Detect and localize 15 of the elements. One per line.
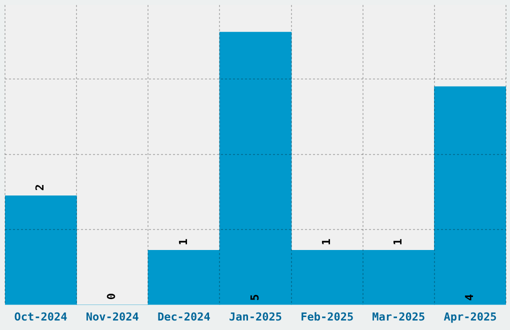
x-tick-label: Nov-2024	[86, 310, 140, 324]
x-tick-label: Feb-2025	[300, 310, 354, 324]
data-label: 1	[176, 238, 190, 246]
x-tick-label: Dec-2024	[157, 310, 211, 324]
data-label: 5	[248, 294, 262, 301]
data-label: 4	[463, 294, 476, 301]
data-label: 2	[34, 184, 47, 191]
data-label: 1	[392, 238, 404, 246]
x-tick-label: Oct-2024	[14, 310, 68, 324]
x-tick-label: Apr-2025	[444, 310, 497, 324]
x-tick-label: Jan-2025	[229, 310, 282, 324]
bar	[5, 195, 77, 305]
data-label: 1	[320, 238, 333, 246]
x-tick-label: Mar-2025	[372, 310, 426, 324]
data-label: 0	[105, 293, 118, 300]
